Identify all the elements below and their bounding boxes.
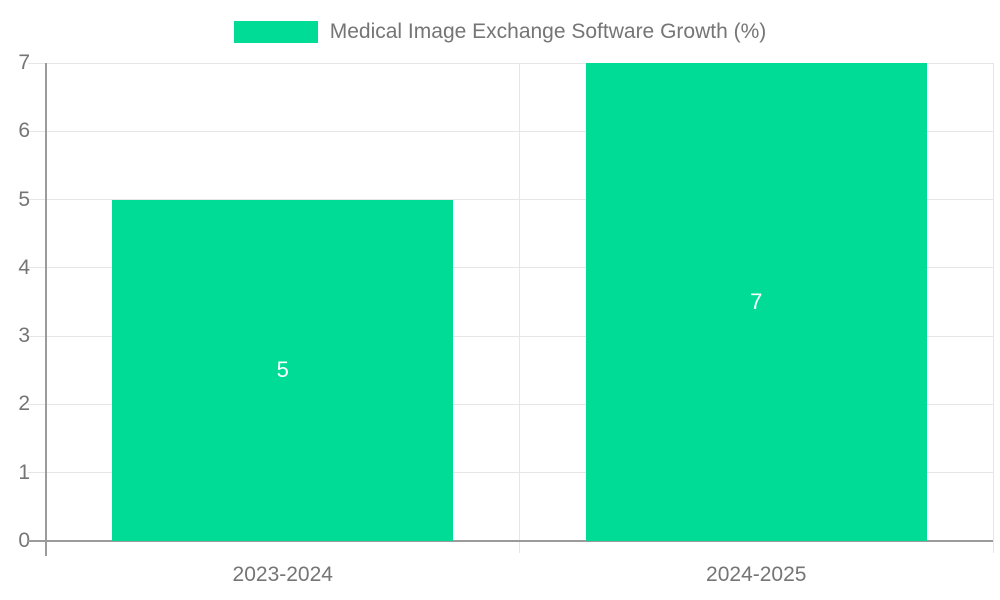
gridline bbox=[28, 62, 993, 64]
legend-label: Medical Image Exchange Software Growth (… bbox=[329, 20, 767, 43]
gridline bbox=[28, 267, 993, 269]
bar-2024-2025[interactable]: 7 bbox=[585, 63, 927, 541]
x-tick-label: 2024-2025 bbox=[706, 563, 807, 586]
x-tick-label: 2023-2024 bbox=[232, 563, 333, 586]
y-tick-label: 6 bbox=[18, 119, 30, 143]
bar-value-label: 7 bbox=[750, 289, 763, 314]
x-axis-line bbox=[28, 540, 993, 542]
legend-swatch bbox=[233, 21, 318, 43]
gridline bbox=[28, 335, 993, 337]
gridline bbox=[28, 403, 993, 405]
vertical-gridline bbox=[992, 63, 994, 553]
y-tick-label: 0 bbox=[18, 529, 30, 552]
y-axis-line bbox=[45, 63, 47, 556]
plot-area: 0 1 2 3 4 5 6 7 5 2023-2024 7 2024-2025 bbox=[18, 51, 994, 586]
y-tick-label: 1 bbox=[18, 460, 30, 484]
vertical-gridline bbox=[519, 63, 520, 553]
gridline bbox=[28, 472, 993, 474]
y-tick-label: 7 bbox=[18, 51, 30, 74]
bar-2023-2024[interactable]: 5 bbox=[112, 199, 454, 541]
y-tick-label: 5 bbox=[18, 187, 30, 211]
y-tick-label: 2 bbox=[18, 392, 30, 416]
y-tick-label: 3 bbox=[18, 324, 30, 348]
chart-legend[interactable]: Medical Image Exchange Software Growth (… bbox=[0, 20, 1000, 44]
bar-value-label: 5 bbox=[276, 357, 289, 383]
gridline bbox=[28, 199, 993, 201]
gridline bbox=[28, 130, 993, 132]
y-tick-label: 4 bbox=[18, 255, 30, 279]
